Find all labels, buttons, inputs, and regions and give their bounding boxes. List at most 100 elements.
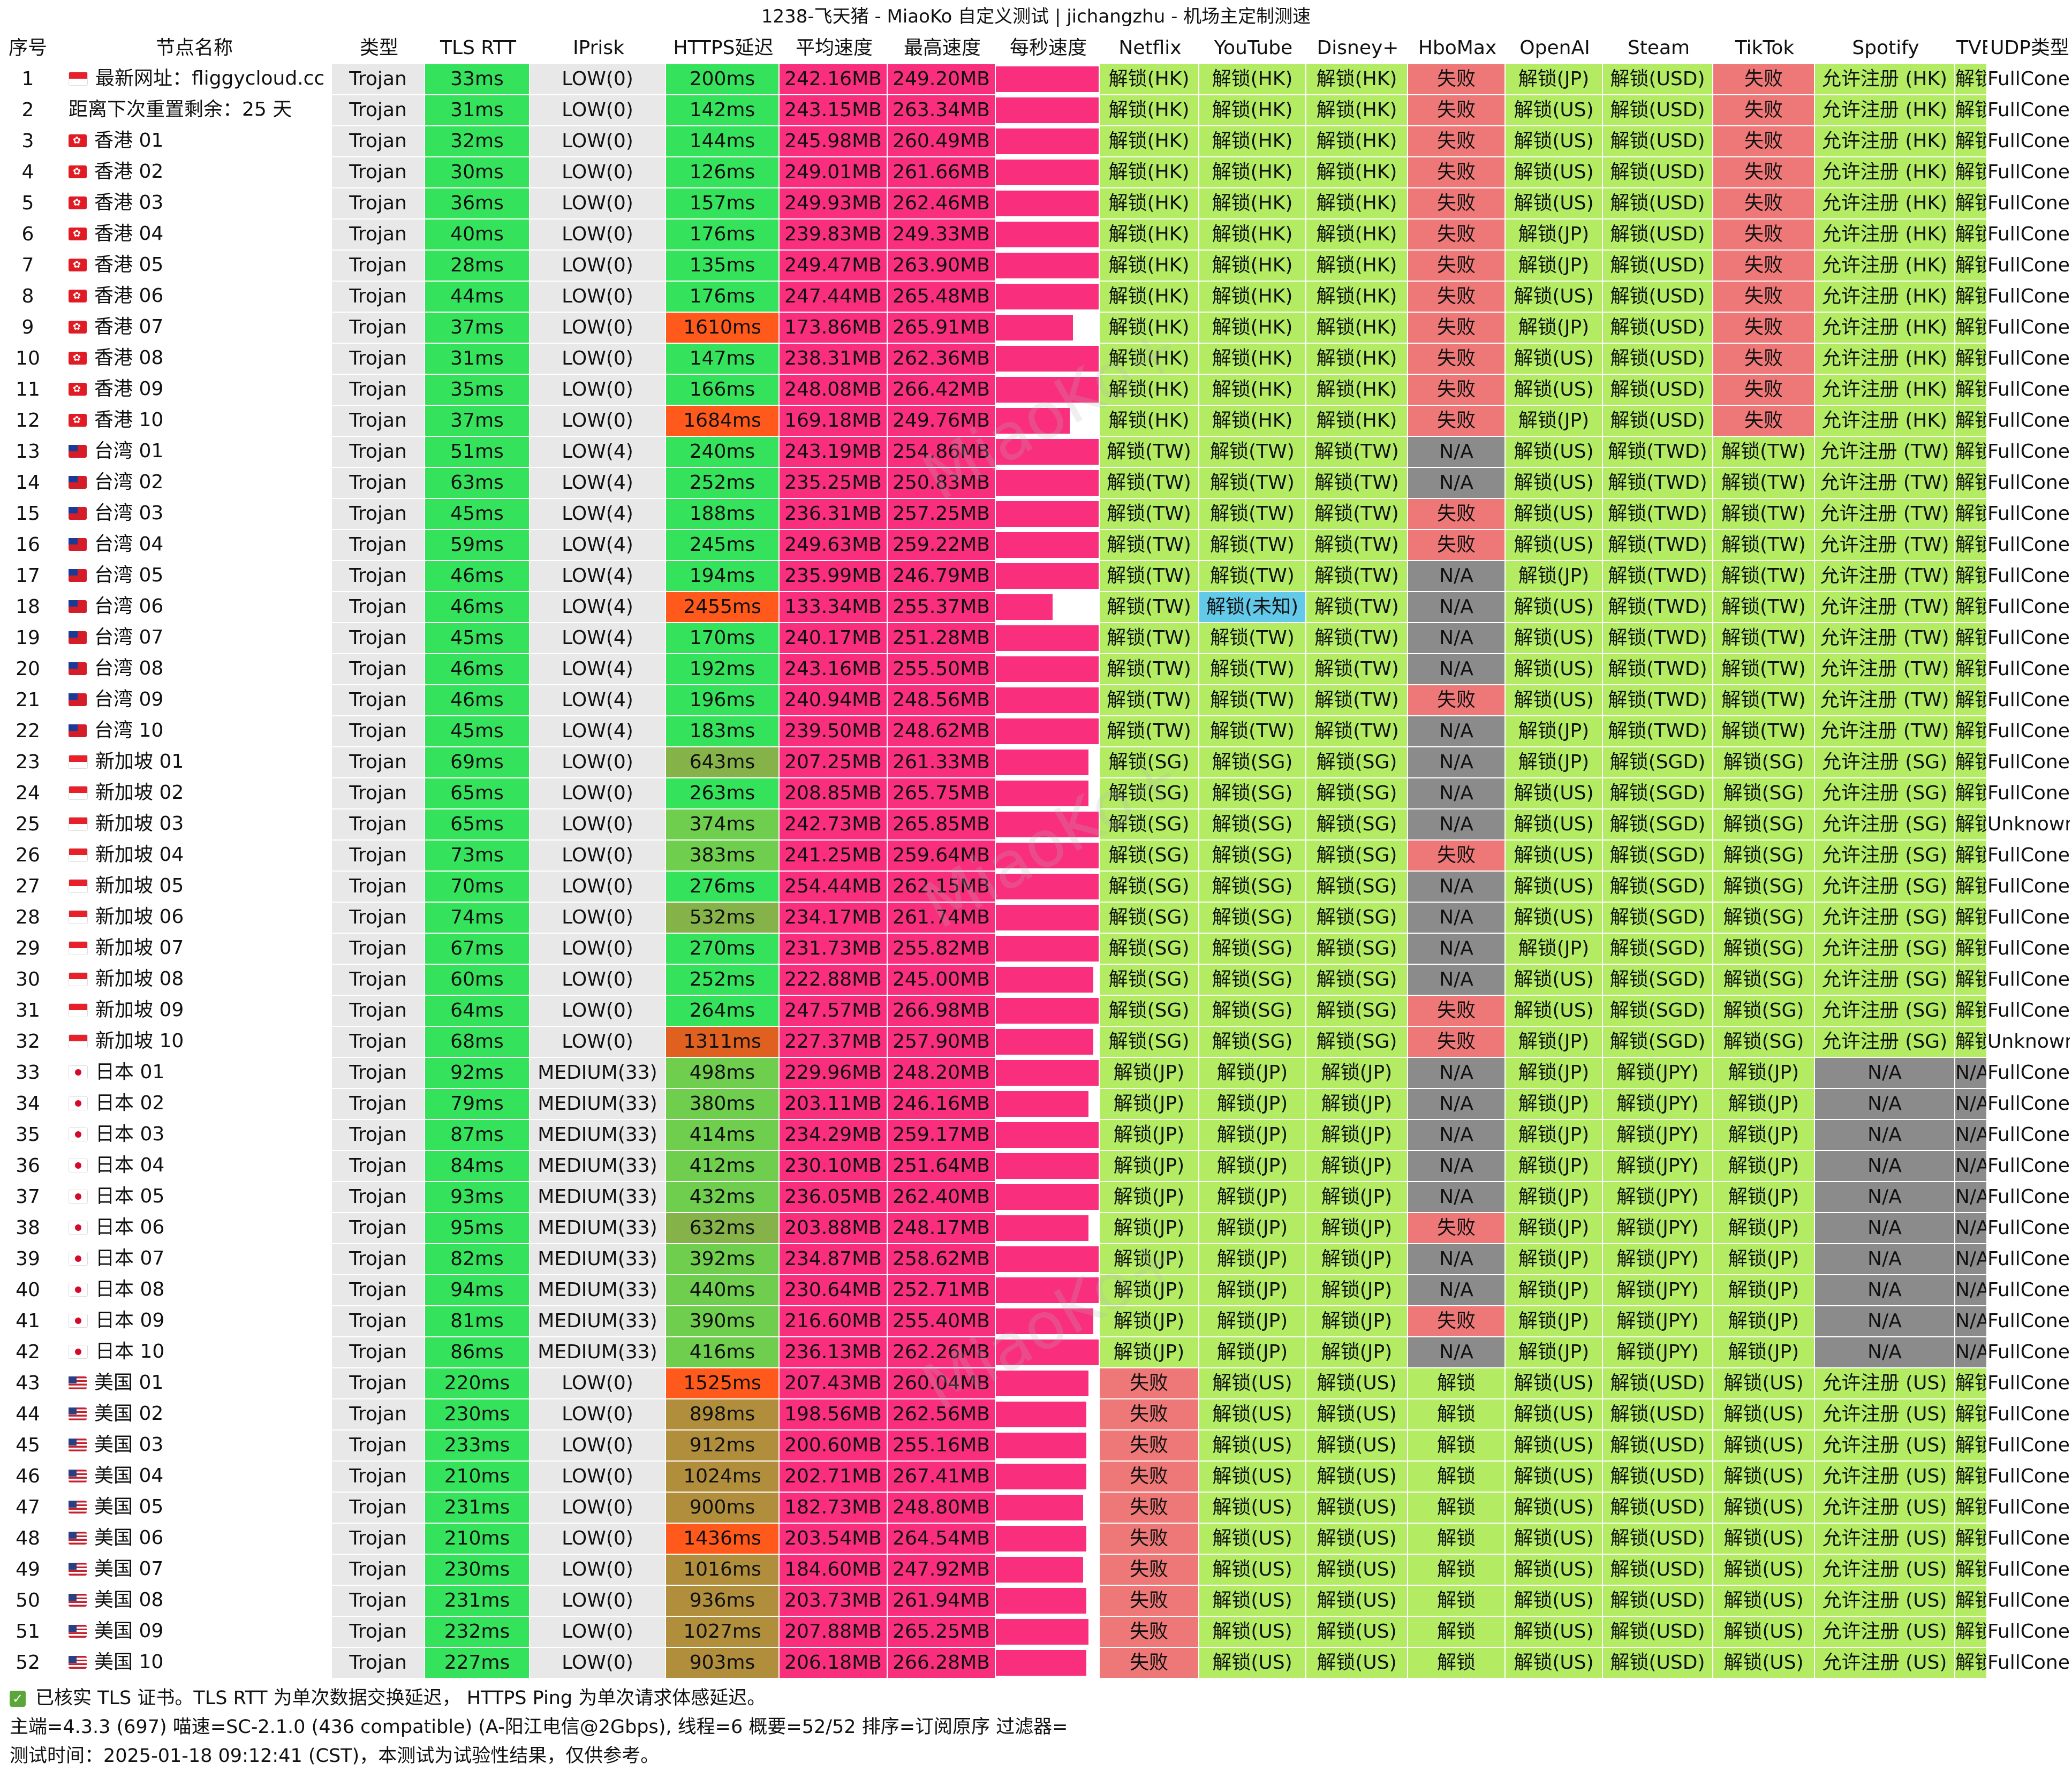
- table-row[interactable]: 4 香港 02 Trojan30msLOW(0)126ms249.01MB261.6…: [0, 157, 2072, 188]
- table-row[interactable]: 10 香港 08 Trojan31msLOW(0)147ms238.31MB262.…: [0, 344, 2072, 375]
- table-row[interactable]: 36 日本 04 Trojan 84ms MEDIUM(33) 412ms 230.10MB…: [0, 1151, 2072, 1182]
- table-row[interactable]: 22 台湾 10 Trojan 45ms LOW(4) 183ms 239.50MB 248.…: [0, 716, 2072, 747]
- table-row[interactable]: 2 距离下次重置剩余：25 天 Trojan 31ms LOW(0) 142ms 243.1…: [0, 95, 2072, 126]
- cell-risk: MEDIUM(33): [530, 1244, 666, 1275]
- cell-dp: 解锁(US): [1306, 1399, 1408, 1431]
- table-row[interactable]: 34 日本 02 Trojan 79ms MEDIUM(33) 380ms 203.11MB…: [0, 1089, 2072, 1120]
- table-row[interactable]: 45 美国 03 Trojan 233ms LOW(0) 912ms 200.60MB 255…: [0, 1431, 2072, 1462]
- table-row[interactable]: 27 新加坡 05 Trojan 70ms LOW(0) 276ms 254.44MB 262…: [0, 872, 2072, 903]
- table-row[interactable]: 23 新加坡 01 Trojan 69ms LOW(0) 643ms 207.25MB 261…: [0, 747, 2072, 778]
- table-row[interactable]: 21 台湾 09 Trojan 46ms LOW(4) 196ms 240.94MB 248.…: [0, 685, 2072, 716]
- table-row[interactable]: 20 台湾 08 Trojan 46ms LOW(4) 192ms 243.16MB 255.…: [0, 654, 2072, 685]
- column-header[interactable]: Steam: [1604, 33, 1714, 64]
- cell-avg: 200.60MB: [780, 1431, 888, 1462]
- cell-sf: N/A: [1815, 1120, 1955, 1151]
- cell-udp: FullCone: [1987, 282, 2071, 313]
- table-row[interactable]: 47 美国 05 Trojan 231ms LOW(0) 900ms 182.73MB 248…: [0, 1493, 2072, 1524]
- cell-avg: 247.57MB: [780, 996, 888, 1027]
- table-row[interactable]: 18 台湾 06 Trojan 46ms LOW(4) 2455ms 133.34MB 255…: [0, 592, 2072, 623]
- table-row[interactable]: 30 新加坡 08 Trojan 60ms LOW(0) 252ms 222.88MB 245…: [0, 965, 2072, 996]
- table-row[interactable]: 33 日本 01 Trojan 92ms MEDIUM(33) 498ms 229.96MB…: [0, 1058, 2072, 1089]
- column-header[interactable]: TikTok: [1714, 33, 1816, 64]
- cell-nf: 解锁(TW): [1100, 654, 1199, 685]
- table-row[interactable]: 38 日本 06 Trojan 95ms MEDIUM(33) 632ms 203.88MB…: [0, 1213, 2072, 1244]
- table-row[interactable]: 17 台湾 05 Trojan 46ms LOW(4) 194ms 235.99MB 246.…: [0, 561, 2072, 592]
- cell-hbo: 失败: [1408, 406, 1506, 437]
- table-row[interactable]: 39 日本 07 Trojan 82ms MEDIUM(33) 392ms 234.87MB…: [0, 1244, 2072, 1275]
- node-name: 美国 03: [94, 1434, 164, 1456]
- column-header[interactable]: 最高速度: [889, 33, 997, 64]
- table-row[interactable]: 16 台湾 04 Trojan 59ms LOW(4) 245ms 249.63MB 259.…: [0, 530, 2072, 561]
- table-row[interactable]: 19 台湾 07 Trojan 45ms LOW(4) 170ms 240.17MB 251.…: [0, 623, 2072, 654]
- table-row[interactable]: 31 新加坡 09 Trojan 64ms LOW(0) 264ms 247.57MB 266…: [0, 996, 2072, 1027]
- cell-ai: 解锁(US): [1506, 1462, 1603, 1493]
- column-header[interactable]: 节点名称: [57, 33, 333, 64]
- table-row[interactable]: 50 美国 08 Trojan 231ms LOW(0) 936ms 203.73MB 261…: [0, 1586, 2072, 1617]
- cell-type: Trojan: [332, 1648, 425, 1679]
- cell-ai: 解锁(US): [1506, 592, 1603, 623]
- table-row[interactable]: 44 美国 02 Trojan 230ms LOW(0) 898ms 198.56MB 262…: [0, 1399, 2072, 1431]
- table-row[interactable]: 5 香港 03 Trojan36msLOW(0)157ms249.93MB262.4…: [0, 188, 2072, 220]
- column-header[interactable]: 平均速度: [781, 33, 889, 64]
- cell-ai: 解锁(JP): [1506, 747, 1603, 778]
- table-row[interactable]: 43 美国 01 Trojan 220ms LOW(0) 1525ms 207.43MB 26…: [0, 1368, 2072, 1399]
- column-header[interactable]: Spotify: [1816, 33, 1956, 64]
- cell-ai: 解锁(US): [1506, 126, 1603, 157]
- column-header[interactable]: UDP类型: [1988, 33, 2072, 64]
- table-row[interactable]: 49 美国 07 Trojan 230ms LOW(0) 1016ms 184.60MB 24…: [0, 1555, 2072, 1586]
- table-row[interactable]: 46 美国 04 Trojan 210ms LOW(0) 1024ms 202.71MB 26…: [0, 1462, 2072, 1493]
- table-row[interactable]: 32 新加坡 10 Trojan 68ms LOW(0) 1311ms 227.37MB 25…: [0, 1027, 2072, 1058]
- column-header[interactable]: HTTPS延迟: [667, 33, 781, 64]
- cell-sf: 允许注册 (US): [1815, 1648, 1955, 1679]
- table-row[interactable]: 41 日本 09 Trojan 81ms MEDIUM(33) 390ms 216.60MB…: [0, 1306, 2072, 1337]
- column-header[interactable]: HboMax: [1409, 33, 1507, 64]
- table-row[interactable]: 8 香港 06 Trojan44msLOW(0)176ms247.44MB265.4…: [0, 282, 2072, 313]
- cell-idx: 35: [0, 1120, 57, 1151]
- column-header[interactable]: 类型: [333, 33, 426, 64]
- table-row[interactable]: 37 日本 05 Trojan 93ms MEDIUM(33) 432ms 236.05MB…: [0, 1182, 2072, 1213]
- cell-type: Trojan: [332, 95, 425, 126]
- table-row[interactable]: 6 香港 04 Trojan40msLOW(0)176ms239.83MB249.3…: [0, 220, 2072, 251]
- cell-yt: 解锁(HK): [1199, 344, 1306, 375]
- column-header[interactable]: IPrisk: [531, 33, 667, 64]
- table-row[interactable]: 51 美国 09 Trojan 232ms LOW(0) 1027ms 207.88MB 26…: [0, 1617, 2072, 1648]
- flag-us-icon: [69, 1376, 87, 1389]
- cell-idx: 45: [0, 1431, 57, 1462]
- column-header[interactable]: YouTube: [1200, 33, 1307, 64]
- column-header[interactable]: TLS RTT: [426, 33, 531, 64]
- column-header[interactable]: OpenAI: [1507, 33, 1604, 64]
- table-row[interactable]: 52 美国 10 Trojan 227ms LOW(0) 903ms 206.18MB 266…: [0, 1648, 2072, 1679]
- table-row[interactable]: 29 新加坡 07 Trojan 67ms LOW(0) 270ms 231.73MB 255…: [0, 934, 2072, 965]
- cell-spd: [996, 716, 1100, 747]
- table-row[interactable]: 13 台湾 01 Trojan 51ms LOW(4) 240ms 243.19MB 254.…: [0, 437, 2072, 468]
- table-row[interactable]: 40 日本 08 Trojan 94ms MEDIUM(33) 440ms 230.64MB…: [0, 1275, 2072, 1306]
- table-row[interactable]: 35 日本 03 Trojan 87ms MEDIUM(33) 414ms 234.29MB…: [0, 1120, 2072, 1151]
- table-row[interactable]: 12 香港 10 Trojan37msLOW(0)1684ms169.18MB249…: [0, 406, 2072, 437]
- cell-nf: 解锁(HK): [1100, 126, 1199, 157]
- column-header[interactable]: 序号: [0, 33, 57, 64]
- node-name: 新加坡 02: [95, 782, 184, 804]
- cell-spd: [996, 1027, 1100, 1058]
- cell-risk: LOW(4): [530, 623, 666, 654]
- table-row[interactable]: 1 最新网址：fliggycloud.cc Trojan 33ms LOW(0) 200m…: [0, 64, 2072, 95]
- table-row[interactable]: 3 香港 01 Trojan32msLOW(0)144ms245.98MB260.4…: [0, 126, 2072, 157]
- table-row[interactable]: 26 新加坡 04 Trojan 73ms LOW(0) 383ms 241.25MB 259…: [0, 841, 2072, 872]
- cell-tvb: N/A: [1955, 1213, 1987, 1244]
- cell-hbo: N/A: [1408, 1058, 1506, 1089]
- column-header[interactable]: TVB: [1956, 33, 1988, 64]
- column-header[interactable]: 每秒速度: [997, 33, 1101, 64]
- table-row[interactable]: 48 美国 06 Trojan 210ms LOW(0) 1436ms 203.54MB 26…: [0, 1524, 2072, 1555]
- table-row[interactable]: 25 新加坡 03 Trojan 65ms LOW(0) 374ms 242.73MB 265…: [0, 809, 2072, 841]
- table-row[interactable]: 42 日本 10 Trojan 86ms MEDIUM(33) 416ms 236.13MB…: [0, 1337, 2072, 1368]
- table-row[interactable]: 9 香港 07 Trojan37msLOW(0)1610ms173.86MB265.…: [0, 313, 2072, 344]
- column-header[interactable]: Disney+: [1307, 33, 1409, 64]
- column-header[interactable]: Netflix: [1101, 33, 1200, 64]
- table-row[interactable]: 14 台湾 02 Trojan 63ms LOW(4) 252ms 235.25MB 250.…: [0, 468, 2072, 499]
- cell-ai: 解锁(JP): [1506, 934, 1603, 965]
- speed-bar: [996, 1371, 1088, 1396]
- table-row[interactable]: 28 新加坡 06 Trojan 74ms LOW(0) 532ms 234.17MB 261…: [0, 903, 2072, 934]
- table-row[interactable]: 24 新加坡 02 Trojan 65ms LOW(0) 263ms 208.85MB 265…: [0, 778, 2072, 809]
- table-row[interactable]: 7 香港 05 Trojan28msLOW(0)135ms249.47MB263.9…: [0, 251, 2072, 282]
- table-row[interactable]: 11 香港 09 Trojan35msLOW(0)166ms248.08MB266.…: [0, 375, 2072, 406]
- table-row[interactable]: 15 台湾 03 Trojan 45ms LOW(4) 188ms 236.31MB 257.…: [0, 499, 2072, 530]
